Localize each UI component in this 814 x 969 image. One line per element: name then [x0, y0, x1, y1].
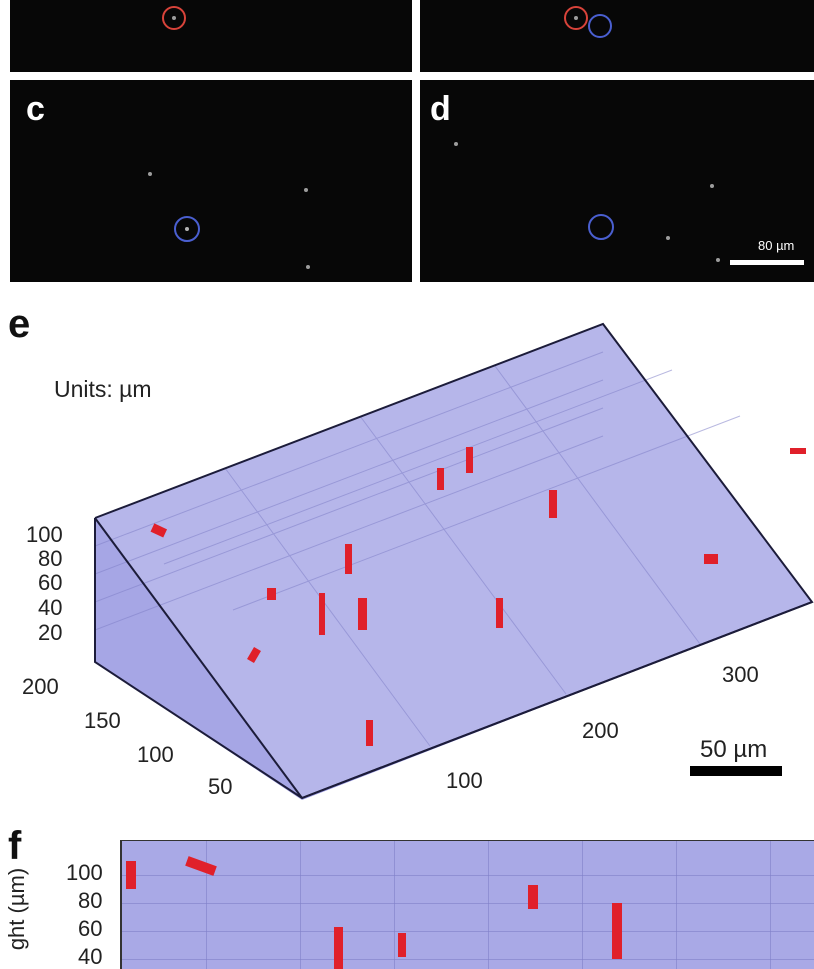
grid-line	[582, 841, 583, 969]
track	[185, 856, 217, 876]
panel-letter-f: f	[8, 824, 22, 868]
track	[150, 523, 168, 538]
z-tick-label: 100	[26, 522, 63, 547]
panel-letter-c: c	[26, 90, 45, 128]
panel-letter-e: e	[8, 302, 31, 346]
track	[496, 598, 503, 628]
grid-line	[488, 841, 489, 969]
track	[528, 885, 538, 909]
track	[704, 554, 718, 564]
volume-3d-plot	[94, 322, 814, 800]
particle-dot	[172, 16, 176, 20]
grid-line	[770, 841, 771, 969]
track	[466, 447, 473, 473]
track	[126, 861, 136, 889]
grid-line	[206, 841, 207, 969]
scale-bar-label: 50 µm	[700, 736, 768, 763]
particle-dot	[666, 236, 670, 240]
track	[366, 720, 373, 746]
volume-grid	[94, 351, 741, 747]
micrograph-panel-a	[10, 0, 412, 72]
volume-top-face	[95, 324, 812, 798]
grid-line	[122, 875, 814, 876]
grid-line	[122, 931, 814, 932]
grid-line	[394, 841, 395, 969]
y-tick-label: 50	[208, 774, 233, 799]
particle-dot	[304, 188, 308, 192]
grid-line	[300, 841, 301, 969]
track	[398, 933, 406, 957]
track	[247, 646, 261, 664]
track	[549, 490, 557, 518]
highlight-circle-blue	[588, 214, 614, 240]
y-tick-label: 60	[78, 916, 103, 941]
y-axis-label: ght (µm)	[4, 867, 30, 951]
panel-letter-d: d	[430, 90, 451, 128]
y-tick-label: 80	[78, 888, 103, 913]
z-tick-label: 80	[38, 546, 63, 571]
z-tick-label: 60	[38, 570, 63, 595]
scale-bar-label: 80 µm	[758, 238, 795, 253]
track	[267, 588, 276, 600]
particle-dot	[185, 227, 189, 231]
highlight-circle-red	[162, 6, 186, 30]
grid-line	[676, 841, 677, 969]
track	[612, 903, 622, 959]
grid-line	[122, 903, 814, 904]
highlight-circle-blue	[174, 216, 200, 242]
scale-bar	[730, 260, 804, 265]
track	[358, 598, 367, 630]
particle-dot	[574, 16, 578, 20]
particle-dot	[710, 184, 714, 188]
z-tick-label: 20	[38, 620, 63, 645]
x-tick-label: 300	[722, 662, 759, 687]
units-label: Units: µm	[54, 376, 152, 402]
y-tick-label: 150	[84, 708, 121, 733]
y-tick-label: 100	[66, 860, 103, 885]
track	[319, 593, 325, 635]
y-tick-label: 100	[137, 742, 174, 767]
micrograph-panel-b	[420, 0, 814, 72]
x-tick-label: 100	[446, 768, 483, 793]
track	[437, 468, 444, 490]
y-tick-label: 200	[22, 674, 59, 699]
particle-tracks	[150, 447, 806, 746]
grid-line	[122, 959, 814, 960]
y-tick-label: 40	[78, 944, 103, 969]
particle-dot	[716, 258, 720, 262]
z-tick-label: 40	[38, 595, 63, 620]
micrograph-panel-c: c	[10, 80, 412, 282]
particle-dot	[306, 265, 310, 269]
x-tick-label: 200	[582, 718, 619, 743]
scale-bar	[690, 766, 782, 776]
track	[790, 448, 806, 454]
track	[334, 927, 343, 969]
track	[345, 544, 352, 574]
particle-dot	[454, 142, 458, 146]
particle-dot	[148, 172, 152, 176]
volume-edges	[94, 322, 814, 800]
highlight-circle-blue	[588, 14, 612, 38]
highlight-circle-red	[564, 6, 588, 30]
micrograph-panel-d: d 80 µm	[420, 80, 814, 282]
trajectory-plot-f	[120, 840, 814, 969]
